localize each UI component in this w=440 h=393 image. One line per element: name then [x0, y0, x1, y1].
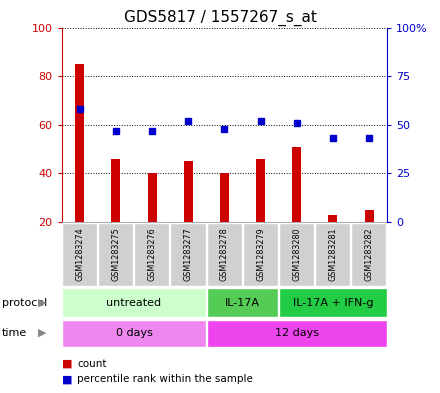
Bar	[98, 223, 133, 286]
Bar	[170, 223, 205, 286]
Bar	[62, 288, 206, 317]
Text: 0 days: 0 days	[116, 328, 152, 338]
Bar	[315, 223, 350, 286]
Text: count: count	[77, 358, 106, 369]
Bar	[62, 320, 206, 347]
Text: ■: ■	[62, 358, 72, 369]
Bar	[134, 223, 169, 286]
Text: ▶: ▶	[37, 298, 46, 308]
Text: GSM1283276: GSM1283276	[147, 228, 157, 281]
Bar	[292, 147, 301, 222]
Text: ■: ■	[62, 374, 72, 384]
Bar	[328, 215, 337, 222]
Text: IL-17A: IL-17A	[225, 298, 260, 308]
Bar	[279, 288, 387, 317]
Text: percentile rank within the sample: percentile rank within the sample	[77, 374, 253, 384]
Text: GSM1283274: GSM1283274	[75, 228, 84, 281]
Text: GSM1283275: GSM1283275	[111, 228, 121, 281]
Bar	[147, 173, 157, 222]
Text: 12 days: 12 days	[275, 328, 319, 338]
Text: GDS5817 / 1557267_s_at: GDS5817 / 1557267_s_at	[124, 10, 316, 26]
Bar	[62, 223, 97, 286]
Bar	[279, 223, 314, 286]
Text: GSM1283282: GSM1283282	[365, 228, 374, 281]
Text: protocol: protocol	[2, 298, 48, 308]
Text: GSM1283280: GSM1283280	[292, 228, 301, 281]
Text: GSM1283278: GSM1283278	[220, 228, 229, 281]
Bar	[220, 173, 229, 222]
Bar	[75, 64, 84, 222]
Text: IL-17A + IFN-g: IL-17A + IFN-g	[293, 298, 373, 308]
Text: GSM1283281: GSM1283281	[328, 228, 337, 281]
Bar	[365, 210, 374, 222]
Bar	[243, 223, 278, 286]
Text: GSM1283277: GSM1283277	[184, 228, 193, 281]
Bar	[256, 159, 265, 222]
Text: ▶: ▶	[37, 328, 46, 338]
Bar	[207, 320, 387, 347]
Text: time: time	[2, 328, 27, 338]
Bar	[111, 159, 121, 222]
Text: GSM1283279: GSM1283279	[256, 228, 265, 281]
Bar	[184, 161, 193, 222]
Bar	[352, 223, 386, 286]
Text: untreated: untreated	[106, 298, 161, 308]
Bar	[207, 223, 242, 286]
Bar	[207, 288, 279, 317]
